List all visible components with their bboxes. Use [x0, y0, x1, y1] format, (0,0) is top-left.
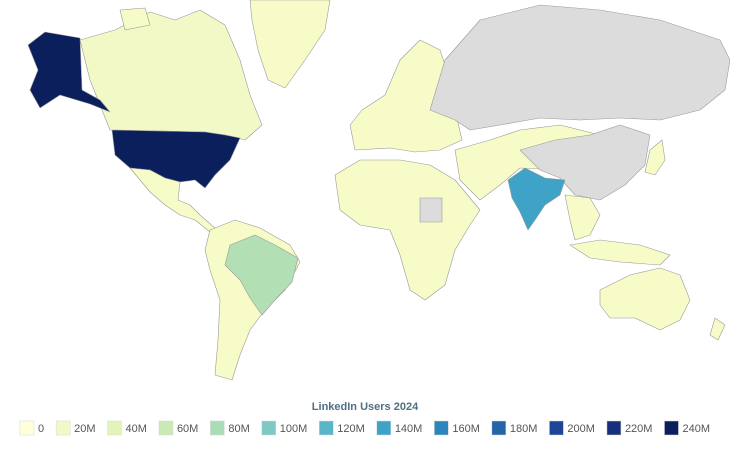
- legend-label: 40M: [126, 423, 147, 435]
- legend-swatch: [158, 420, 174, 436]
- country: [599, 267, 691, 331]
- legend-swatch: [19, 420, 35, 436]
- country: [334, 159, 481, 301]
- legend-label: 220M: [625, 423, 653, 435]
- country: [569, 239, 671, 266]
- legend-label: 240M: [682, 423, 710, 435]
- country: [429, 4, 730, 131]
- legend-label: 200M: [567, 423, 595, 435]
- legend-label: 180M: [510, 423, 538, 435]
- country: [507, 167, 566, 231]
- legend-swatch: [55, 420, 71, 436]
- legend-swatch: [210, 420, 225, 436]
- legend-label: 0: [38, 423, 44, 435]
- legend-swatch: [491, 420, 507, 436]
- country: [709, 317, 726, 341]
- legend-swatch: [261, 420, 276, 436]
- legend-label: 80M: [228, 423, 249, 435]
- country: [27, 31, 111, 113]
- legend-label: 140M: [395, 423, 423, 435]
- legend-title: LinkedIn Users 2024: [312, 401, 419, 413]
- legend-swatch: [319, 420, 334, 436]
- legend-label: 20M: [74, 423, 95, 435]
- legend-swatch: [376, 420, 392, 436]
- legend-swatch: [549, 420, 564, 436]
- legend: 0 20M 40M 60M 80M 100M 120M 140M 160M 180M 200M 220…: [19, 420, 710, 436]
- legend-label: 160M: [452, 423, 480, 435]
- legend-label: 60M: [177, 423, 198, 435]
- country: [644, 139, 666, 176]
- map: [27, 0, 730, 381]
- legend-swatch: [434, 420, 449, 436]
- country: [111, 129, 241, 189]
- country: [119, 7, 151, 31]
- legend-swatch: [664, 420, 679, 436]
- country: [224, 234, 299, 316]
- country: [564, 194, 601, 241]
- country: [519, 124, 651, 201]
- legend-swatch: [107, 420, 122, 436]
- legend-label: 120M: [337, 423, 365, 435]
- country: [79, 9, 263, 141]
- country: [419, 197, 443, 223]
- legend-label: 100M: [280, 423, 308, 435]
- legend-swatch: [606, 420, 622, 436]
- country: [249, 0, 331, 89]
